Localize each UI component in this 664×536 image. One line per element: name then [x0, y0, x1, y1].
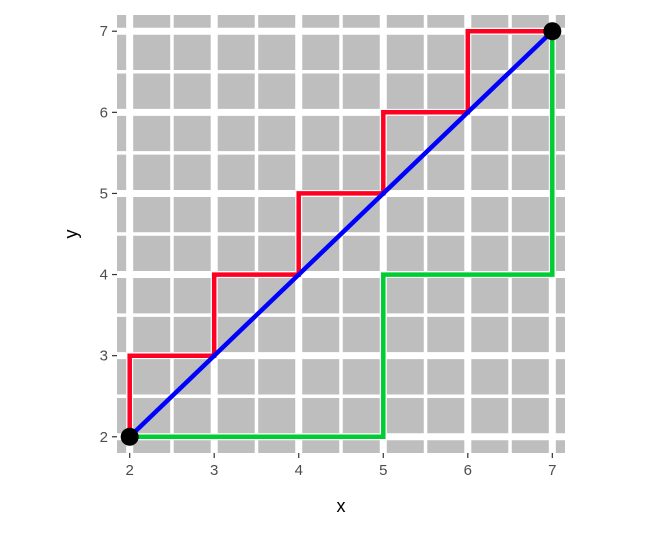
y-axis: 2 3 4 5 6 7	[100, 23, 117, 446]
x-tick-label: 4	[295, 462, 303, 479]
y-tick-label: 4	[100, 267, 108, 284]
y-tick-label: 5	[100, 185, 108, 202]
blue-diagonal-path	[128, 29, 554, 439]
green-path	[129, 31, 555, 440]
y-tick-label: 3	[100, 348, 108, 365]
x-axis: 2 3 4 5 6 7	[126, 453, 556, 479]
y-tick-label: 2	[100, 429, 108, 446]
endpoint-marker	[543, 22, 562, 41]
x-axis-title: x	[337, 496, 346, 516]
y-tick-label: 7	[100, 23, 108, 40]
red-staircase-path	[127, 28, 553, 437]
x-tick-label: 5	[379, 462, 387, 479]
endpoint-markers	[120, 22, 562, 446]
x-tick-label: 2	[126, 462, 134, 479]
endpoint-marker	[120, 427, 139, 446]
x-tick-label: 3	[210, 462, 218, 479]
series-lines	[127, 28, 555, 440]
x-tick-label: 6	[464, 462, 472, 479]
x-tick-label: 7	[548, 462, 556, 479]
y-tick-label: 6	[100, 104, 108, 121]
y-axis-title: y	[61, 230, 81, 239]
